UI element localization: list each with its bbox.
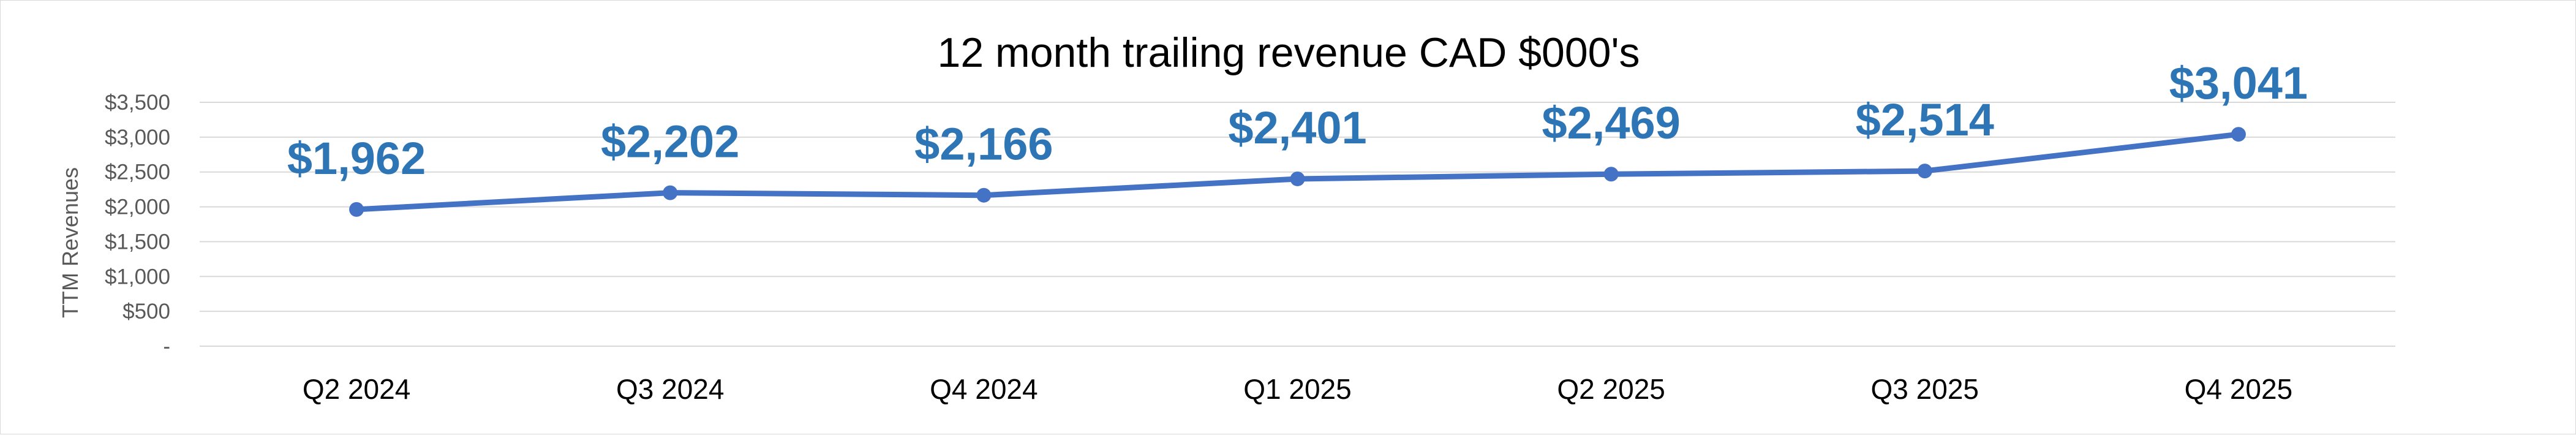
data-point bbox=[349, 202, 364, 217]
data-label: $1,962 bbox=[287, 133, 426, 184]
data-label: $3,041 bbox=[2169, 58, 2308, 108]
chart-title: 12 month trailing revenue CAD $000's bbox=[938, 29, 1640, 76]
x-tick-label: Q2 2024 bbox=[303, 373, 410, 405]
x-tick-label: Q2 2025 bbox=[1557, 373, 1665, 405]
y-tick-label: $2,500 bbox=[105, 161, 170, 184]
data-label: $2,401 bbox=[1228, 102, 1366, 153]
data-point bbox=[2231, 127, 2246, 142]
y-tick-label: $500 bbox=[122, 300, 170, 323]
y-tick-label: $2,000 bbox=[105, 195, 170, 219]
data-labels: $1,962 $2,202 $2,166 $2,401 $2,469 $2,514 $3,0… bbox=[287, 58, 2308, 184]
data-label: $2,202 bbox=[601, 116, 739, 167]
x-tick-label: Q3 2025 bbox=[1871, 373, 1979, 405]
y-tick-label: - bbox=[163, 335, 170, 358]
data-label: $2,514 bbox=[1856, 94, 1994, 145]
data-point bbox=[976, 187, 992, 203]
x-axis-ticks: Q2 2024 Q3 2024 Q4 2024 Q1 2025 Q2 2025 Q3 20… bbox=[303, 373, 2292, 405]
x-tick-label: Q3 2024 bbox=[616, 373, 724, 405]
y-tick-label: $1,500 bbox=[105, 230, 170, 254]
data-point bbox=[1917, 164, 1932, 179]
x-tick-label: Q4 2025 bbox=[2185, 373, 2292, 405]
y-tick-label: $3,500 bbox=[105, 91, 170, 115]
data-point bbox=[1603, 167, 1619, 182]
data-point bbox=[1290, 171, 1305, 186]
y-axis-label: TTM Revenues bbox=[58, 167, 83, 318]
data-point bbox=[663, 185, 678, 200]
series-ttm-revenue bbox=[349, 127, 2246, 217]
y-axis-ticks: - $500 $1,000 $1,500 $2,000 $2,500 $3,000 $3,50… bbox=[105, 91, 170, 358]
x-tick-label: Q1 2025 bbox=[1243, 373, 1351, 405]
y-tick-label: $1,000 bbox=[105, 265, 170, 289]
data-label: $2,166 bbox=[914, 119, 1053, 170]
data-label: $2,469 bbox=[1542, 97, 1680, 148]
y-tick-label: $3,000 bbox=[105, 126, 170, 149]
x-tick-label: Q4 2024 bbox=[930, 373, 1038, 405]
